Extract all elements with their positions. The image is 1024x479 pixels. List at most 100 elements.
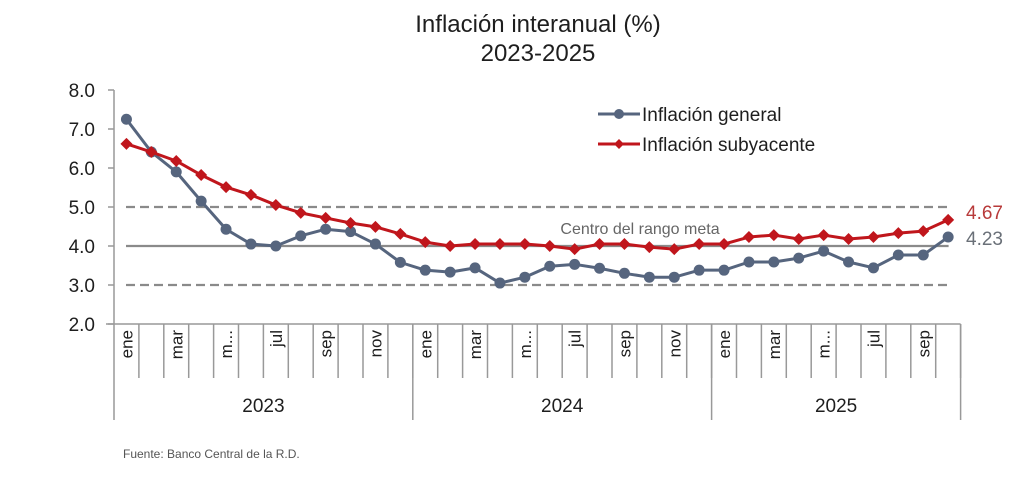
data-point	[469, 262, 481, 274]
data-point	[668, 271, 680, 283]
data-point	[518, 238, 531, 251]
data-point	[145, 146, 158, 159]
data-point	[743, 256, 755, 268]
legend-marker	[614, 109, 624, 119]
data-point	[594, 262, 606, 274]
data-point	[942, 213, 955, 226]
x-month-label: sep	[615, 330, 634, 357]
data-point	[693, 264, 705, 276]
x-month-label: jul	[566, 330, 585, 348]
reference-line-label: Centro del rango meta	[560, 221, 719, 238]
data-point	[195, 169, 208, 182]
x-year-label: 2023	[242, 396, 284, 417]
x-month-label: m...	[217, 330, 236, 358]
legend-label: Inflación subyacente	[642, 135, 815, 156]
data-point	[942, 231, 954, 243]
end-value-label: 4.23	[966, 229, 1003, 250]
data-point	[345, 226, 357, 238]
data-point	[668, 243, 681, 256]
x-month-label: sep	[317, 330, 336, 357]
data-point	[892, 249, 904, 261]
x-month-label: nov	[665, 330, 684, 358]
data-point	[693, 238, 706, 251]
data-point	[618, 238, 631, 251]
data-point	[718, 238, 731, 251]
series-line	[125, 118, 950, 285]
y-tick-label: 3.0	[69, 276, 95, 297]
data-point	[843, 256, 855, 268]
data-point	[244, 188, 257, 201]
data-point	[320, 223, 332, 235]
x-month-label: mar	[466, 330, 485, 360]
data-point	[742, 231, 755, 244]
data-point	[394, 227, 407, 240]
data-point	[394, 256, 406, 268]
source-note: Fuente: Banco Central de la R.D.	[123, 447, 300, 461]
data-point	[643, 241, 656, 254]
legend: Inflación general Inflación subyacente	[598, 105, 815, 156]
data-point	[245, 238, 257, 250]
chart-title-main: Inflación interanual (%)	[415, 11, 661, 38]
chart-subtitle: 2023-2025	[480, 40, 596, 67]
data-point	[818, 245, 830, 257]
data-point	[593, 238, 606, 251]
data-point	[493, 238, 506, 251]
data-point	[817, 229, 830, 242]
chart-title: Inflación interanual (%) 2023-2025	[0, 10, 1024, 68]
x-month-label: ene	[416, 330, 435, 358]
data-point	[718, 264, 730, 276]
legend-marker	[614, 139, 624, 149]
x-month-label: mar	[765, 330, 784, 360]
data-point	[319, 211, 332, 224]
data-point	[544, 260, 556, 272]
data-point	[344, 216, 357, 229]
data-point	[767, 229, 780, 242]
data-point	[170, 166, 182, 178]
data-point	[294, 206, 307, 219]
data-point	[269, 199, 282, 212]
x-month-label: sep	[914, 330, 933, 357]
data-point	[419, 236, 432, 249]
data-point	[295, 230, 307, 242]
x-month-label: mar	[167, 330, 186, 360]
data-point	[419, 264, 431, 276]
data-point	[494, 277, 506, 289]
data-point	[195, 195, 207, 207]
series-lines	[120, 113, 955, 289]
y-tick-label: 5.0	[69, 198, 95, 219]
x-month-label: jul	[267, 330, 286, 348]
x-month-label: jul	[864, 330, 883, 348]
data-point	[768, 256, 780, 268]
data-point	[917, 249, 929, 261]
data-point	[568, 243, 581, 256]
data-point	[792, 232, 805, 245]
data-point	[444, 240, 457, 252]
x-month-label: ene	[715, 330, 734, 358]
end-value-label: 4.67	[966, 203, 1003, 224]
x-month-label: ene	[117, 330, 136, 358]
data-point	[519, 271, 531, 283]
data-point	[120, 113, 132, 125]
data-point	[220, 223, 232, 235]
data-point	[793, 252, 805, 264]
data-point	[917, 225, 930, 238]
y-tick-label: 7.0	[69, 120, 95, 141]
data-point	[469, 238, 482, 251]
x-year-label: 2024	[541, 396, 584, 417]
axes: 8.0 7.0 6.0 5.0 4.0 3.0 2.0 ene mar m... jul sep nov…	[69, 81, 962, 420]
x-month-label: nov	[366, 330, 385, 358]
data-point	[369, 238, 381, 250]
data-point	[867, 262, 879, 274]
data-point	[220, 181, 233, 194]
data-point	[170, 154, 183, 167]
end-labels: 4.67 4.23	[966, 203, 1003, 250]
data-point	[120, 137, 133, 150]
x-month-label: m...	[516, 330, 535, 358]
y-tick-label: 2.0	[69, 315, 95, 336]
x-month-label: m...	[815, 330, 834, 358]
data-point	[842, 232, 855, 245]
data-point	[618, 267, 630, 279]
data-point	[892, 227, 905, 240]
data-point	[369, 220, 382, 233]
